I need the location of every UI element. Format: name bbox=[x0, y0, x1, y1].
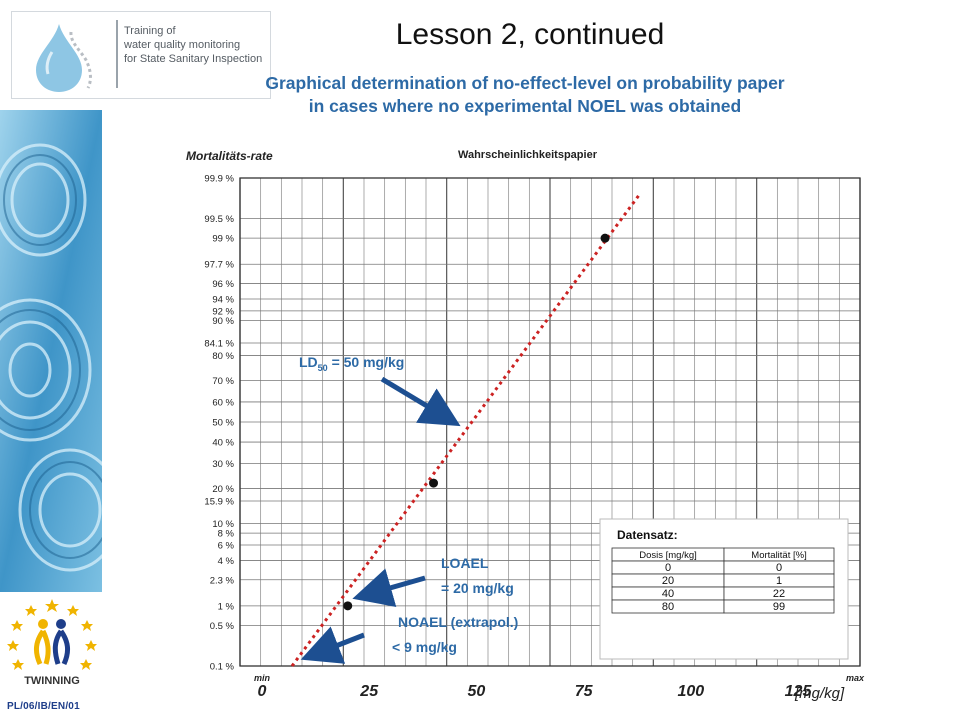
subtitle-line: Graphical determination of no-effect-lev… bbox=[265, 73, 785, 93]
logo-divider bbox=[116, 20, 118, 88]
y-axis-label: Mortalitäts-rate bbox=[186, 149, 273, 163]
y-tick-label: 70 % bbox=[212, 376, 234, 387]
twinning-logo: TWINNING bbox=[7, 599, 97, 687]
table-value: 0 bbox=[665, 562, 671, 574]
y-tick-label: 8 % bbox=[218, 529, 235, 540]
table-value: 99 bbox=[773, 601, 785, 613]
data-point bbox=[429, 478, 439, 488]
table-header: Dosis [mg/kg] bbox=[639, 550, 697, 561]
table-value: 0 bbox=[776, 562, 782, 574]
ld50-arrow bbox=[380, 376, 461, 427]
subtitle-line: in cases where no experimental NOEL was … bbox=[308, 96, 742, 116]
table-value: 22 bbox=[773, 588, 785, 600]
page-title: Lesson 2, continued bbox=[395, 18, 665, 51]
y-tick-label: 97.7 % bbox=[204, 260, 234, 271]
logo-caption: Training of water quality monitoring for… bbox=[124, 24, 262, 66]
x-tick-label: max bbox=[846, 673, 865, 683]
loael-arrow bbox=[352, 568, 426, 607]
y-tick-label: 10 % bbox=[212, 519, 234, 530]
table-title: Datensatz: bbox=[617, 528, 678, 542]
plot-frame bbox=[239, 177, 861, 667]
x-tick-label: 100 bbox=[677, 683, 704, 700]
loael-annotation-line1: LOAEL bbox=[441, 555, 489, 571]
y-tick-label: 4 % bbox=[218, 556, 235, 567]
ld50-subscript: 50 bbox=[318, 363, 328, 373]
y-tick-label: 94 % bbox=[212, 295, 234, 306]
chart-title: Wahrscheinlichkeitspapier bbox=[458, 149, 598, 161]
y-tick-label: 99 % bbox=[212, 234, 234, 245]
twinning-logo-text: TWINNING bbox=[24, 675, 80, 687]
y-tick-label: 99.5 % bbox=[204, 214, 234, 225]
y-tick-label: 60 % bbox=[212, 397, 234, 408]
table-value: 20 bbox=[662, 575, 674, 587]
page-subtitle: Graphical determination of no-effect-lev… bbox=[190, 72, 860, 118]
ld50-suffix: = 50 mg/kg bbox=[328, 354, 405, 370]
y-tick-label: 40 % bbox=[212, 438, 234, 449]
data-points bbox=[343, 233, 610, 611]
dataset-table: Datensatz: Dosis [mg/kg] Mortalität [%]0 0… bbox=[599, 518, 849, 660]
y-tick-label: 84.1 % bbox=[204, 338, 234, 349]
y-tick-label: 15.9 % bbox=[204, 497, 234, 508]
x-axis-label: [mg/kg] bbox=[794, 685, 845, 702]
x-tick-label: 50 bbox=[468, 683, 486, 700]
table-value: 40 bbox=[662, 588, 674, 600]
y-tick-label: 30 % bbox=[212, 459, 234, 470]
noael-annotation-line1: NOAEL (extrapol.) bbox=[398, 614, 518, 630]
water-ripple-image bbox=[0, 110, 102, 592]
logo-caption-line: water quality monitoring bbox=[124, 39, 241, 51]
y-tick-label: 20 % bbox=[212, 484, 234, 495]
table-cell bbox=[723, 599, 835, 614]
y-tick-label: 0.1 % bbox=[210, 662, 235, 673]
x-tick-label: 0 bbox=[258, 683, 267, 700]
loael-annotation-line2: = 20 mg/kg bbox=[441, 580, 514, 596]
y-tick-label: 92 % bbox=[212, 306, 234, 317]
y-tick-labels: 99.9 % 99.5 % 99 % 97.7 % 96 % 94 %92 %90 % 84… bbox=[204, 174, 234, 673]
noael-arrow bbox=[300, 626, 365, 664]
x-tick-label: 75 bbox=[575, 683, 594, 700]
footer-code: PL/06/IB/EN/01 bbox=[7, 701, 80, 712]
table-header: Mortalität [%] bbox=[751, 550, 806, 561]
y-tick-label: 6 % bbox=[218, 540, 235, 551]
ld50-prefix: LD bbox=[299, 354, 318, 370]
data-point bbox=[343, 601, 353, 611]
y-tick-label: 99.9 % bbox=[204, 174, 234, 185]
noael-annotation-line2: < 9 mg/kg bbox=[392, 639, 457, 655]
probability-chart: Wahrscheinlichkeitspapier Mortalitäts-ra… bbox=[186, 149, 865, 702]
training-logo: Training of water quality monitoring for… bbox=[11, 11, 271, 99]
logo-caption-line: Training of bbox=[124, 25, 176, 37]
x-tick-label: 125 bbox=[785, 683, 813, 700]
x-tick-label: min bbox=[254, 673, 271, 683]
y-tick-label: 96 % bbox=[212, 279, 234, 290]
x-tick-label: 25 bbox=[359, 683, 379, 700]
ld50-annotation: LD50 = 50 mg/kg bbox=[299, 354, 404, 373]
y-tick-label: 0.5 % bbox=[210, 621, 235, 632]
data-point bbox=[600, 233, 610, 243]
y-tick-label: 50 % bbox=[212, 418, 234, 429]
water-drop-icon bbox=[36, 24, 92, 92]
y-tick-label: 1 % bbox=[218, 601, 235, 612]
y-tick-label: 80 % bbox=[212, 351, 234, 362]
table-value: 1 bbox=[776, 575, 782, 587]
table-value: 80 bbox=[662, 601, 674, 613]
logo-caption-line: for State Sanitary Inspection bbox=[124, 53, 263, 65]
y-tick-label: 2.3 % bbox=[210, 575, 235, 586]
y-tick-label: 90 % bbox=[212, 316, 234, 327]
